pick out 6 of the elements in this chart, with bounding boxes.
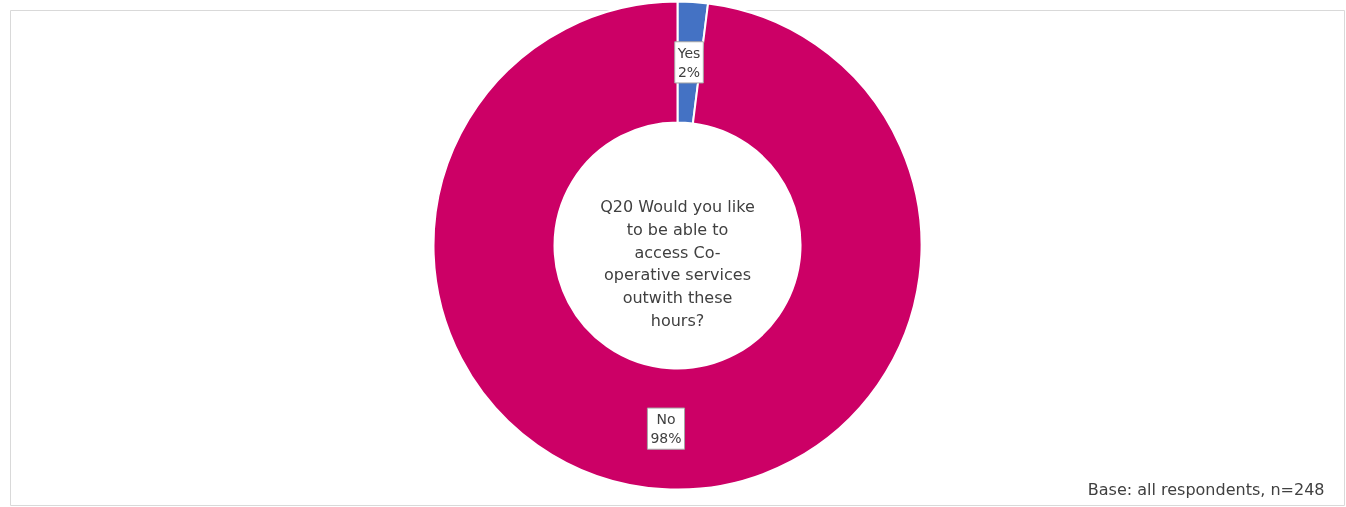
text: Base: all respondents, n=248 bbox=[1087, 480, 1325, 499]
slice-label: No bbox=[656, 411, 676, 428]
data-label: 98% bbox=[650, 430, 682, 447]
slice-label: Yes bbox=[676, 44, 701, 61]
data-label: 2% bbox=[677, 63, 701, 80]
text: Q20 Would you like to be able to access Co- operative services outwith these hours? bbox=[600, 197, 755, 330]
